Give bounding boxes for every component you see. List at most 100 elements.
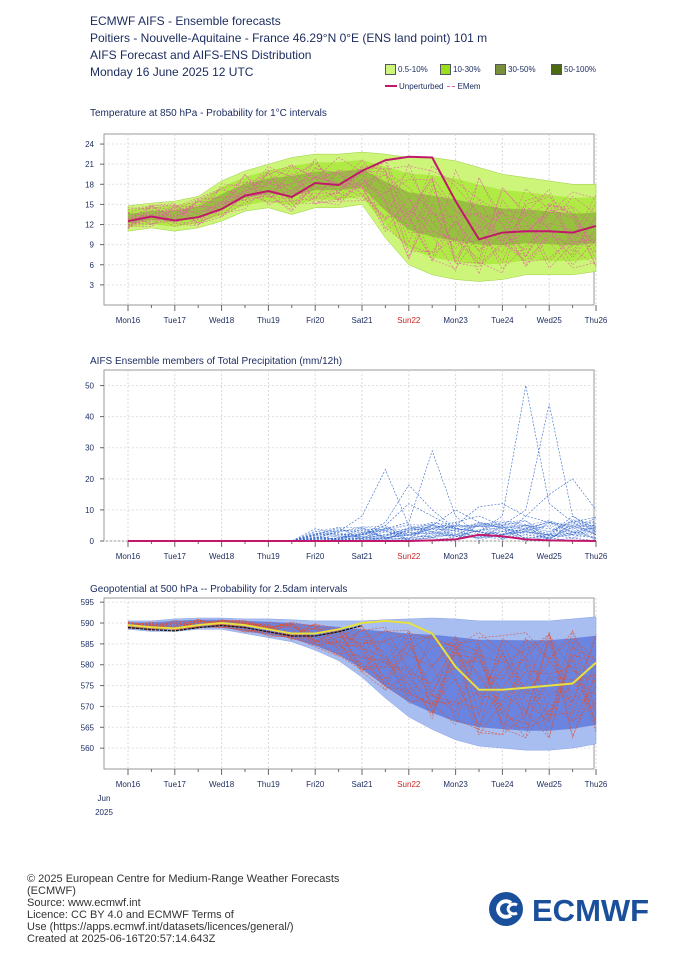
ensemble-member-line xyxy=(127,620,597,725)
ensemble-member-line xyxy=(127,165,597,266)
ensemble-mean-line xyxy=(127,624,363,637)
x-tick-label: Tue17 xyxy=(164,780,187,789)
x-tick-label: Wed18 xyxy=(209,780,235,789)
footer-licence: Licence: CC BY 4.0 and ECMWF Terms of xyxy=(27,909,234,921)
precip-title: AIFS Ensemble members of Total Precipita… xyxy=(90,356,343,367)
x-tick-label: Sun22 xyxy=(397,780,421,789)
x-month-label: Jun xyxy=(98,794,111,803)
y-tick-label: 595 xyxy=(81,598,95,607)
ensemble-member-line xyxy=(127,169,597,275)
x-tick-label: Tue17 xyxy=(164,552,187,561)
y-tick-label: 0 xyxy=(90,537,95,546)
x-tick-label: Thu26 xyxy=(585,552,608,561)
x-tick-label: Mon23 xyxy=(443,552,468,561)
x-tick-label: Sun22 xyxy=(397,552,421,561)
legend-label: 10-30% xyxy=(453,64,481,74)
x-tick-label: Wed25 xyxy=(537,780,563,789)
plot-frame xyxy=(103,369,595,542)
footer: © 2025 European Centre for Medium-Range … xyxy=(27,873,339,945)
y-tick-label: 3 xyxy=(90,281,95,290)
y-tick-label: 590 xyxy=(81,619,95,628)
legend-label: 30-50% xyxy=(508,64,536,74)
x-tick-label: Thu19 xyxy=(257,316,280,325)
legend-unperturbed-label: Unperturbed xyxy=(399,81,444,91)
ensemble-member-line xyxy=(127,159,597,269)
panel-t850: Mon16 Tue17 Wed18 Thu19 Fri20 Sat21 Sun22 Mon23… xyxy=(85,133,608,325)
x-tick-label: Mon23 xyxy=(443,780,468,789)
ensemble-member-line xyxy=(127,166,597,263)
x-tick-label: Thu26 xyxy=(585,316,608,325)
x-tick-label: Sun22 xyxy=(397,316,421,325)
ensemble-member-line xyxy=(127,178,597,268)
y-tick-label: 15 xyxy=(85,200,94,209)
legend-label: 0.5-10% xyxy=(398,64,428,74)
header-title: ECMWF AIFS - Ensemble forecasts xyxy=(90,14,281,28)
y-tick-label: 9 xyxy=(90,241,95,250)
legend-item: 10-30% xyxy=(440,62,481,76)
ensemble-member-line xyxy=(128,620,597,733)
header-location: Poitiers - Nouvelle-Aquitaine - France 4… xyxy=(90,31,488,45)
ensemble-member-line xyxy=(127,620,597,725)
ensemble-member-line xyxy=(127,618,597,739)
legend-swatch xyxy=(551,63,562,75)
x-tick-label: Mon16 xyxy=(116,780,141,789)
x-tick-label: Mon16 xyxy=(116,552,141,561)
x-tick-label: Fri20 xyxy=(306,316,325,325)
ensemble-member-line xyxy=(127,163,597,257)
legend-item: 0.5-10% xyxy=(385,62,428,76)
header-subtitle: AIFS Forecast and AIFS-ENS Distribution xyxy=(90,48,312,62)
y-tick-label: 570 xyxy=(81,702,95,711)
legend-swatch xyxy=(495,63,506,75)
x-tick-label: Wed18 xyxy=(209,316,235,325)
y-tick-label: 21 xyxy=(85,160,94,169)
y-tick-label: 565 xyxy=(81,723,95,732)
legend-emem-line xyxy=(447,85,456,87)
x-year-label: 2025 xyxy=(95,808,113,817)
x-tick-label: Tue24 xyxy=(491,552,514,561)
x-tick-label: Tue17 xyxy=(164,316,187,325)
x-tick-label: Sat21 xyxy=(352,316,373,325)
ensemble-member-line xyxy=(127,171,597,265)
y-tick-label: 12 xyxy=(85,221,94,230)
y-tick-label: 18 xyxy=(85,180,94,189)
footer-source: Source: www.ecmwf.int xyxy=(27,897,141,909)
y-tick-label: 24 xyxy=(85,140,94,149)
header-date: Monday 16 June 2025 12 UTC xyxy=(90,65,254,79)
y-tick-label: 585 xyxy=(81,640,95,649)
ensemble-member-line xyxy=(127,621,597,723)
ensemble-member-line xyxy=(127,619,597,722)
y-tick-label: 10 xyxy=(85,506,94,515)
legend-swatch xyxy=(440,63,451,75)
x-tick-label: Mon16 xyxy=(116,316,141,325)
x-tick-label: Wed18 xyxy=(209,552,235,561)
ensemble-member-line xyxy=(127,619,597,703)
ecmwf-logo: ECMWF xyxy=(489,892,649,927)
x-tick-label: Sat21 xyxy=(352,552,373,561)
ensemble-member-line xyxy=(127,160,597,261)
x-tick-label: Thu26 xyxy=(585,780,608,789)
footer-copyright: © 2025 European Centre for Medium-Range … xyxy=(27,873,340,885)
probability-legend: 0.5-10% 10-30% 30-50% 50-100% Unperturbe… xyxy=(385,62,625,94)
y-tick-label: 20 xyxy=(85,475,94,484)
ensemble-member-line xyxy=(127,166,597,273)
y-tick-label: 560 xyxy=(81,744,95,753)
y-tick-label: 50 xyxy=(85,382,94,391)
ensemble-member-line xyxy=(127,158,597,274)
t850-title: Temperature at 850 hPa - Probability for… xyxy=(90,108,327,119)
x-tick-label: Sat21 xyxy=(352,780,373,789)
ensemble-member-line xyxy=(127,622,597,710)
legend-item: 50-100% xyxy=(551,62,596,76)
ensemble-member-line xyxy=(127,168,597,269)
x-tick-label: Fri20 xyxy=(306,552,325,561)
legend-item: 30-50% xyxy=(495,62,536,76)
y-tick-label: 575 xyxy=(81,682,95,691)
unperturbed-line xyxy=(127,155,597,241)
y-tick-label: 6 xyxy=(90,261,95,270)
logo-emblem xyxy=(489,892,523,926)
ensemble-member-line xyxy=(127,620,597,725)
z500-title: Geopotential at 500 hPa -- Probability f… xyxy=(90,584,348,595)
unperturbed-line xyxy=(127,619,597,691)
y-tick-label: 30 xyxy=(85,444,94,453)
x-tick-label: Wed25 xyxy=(537,552,563,561)
